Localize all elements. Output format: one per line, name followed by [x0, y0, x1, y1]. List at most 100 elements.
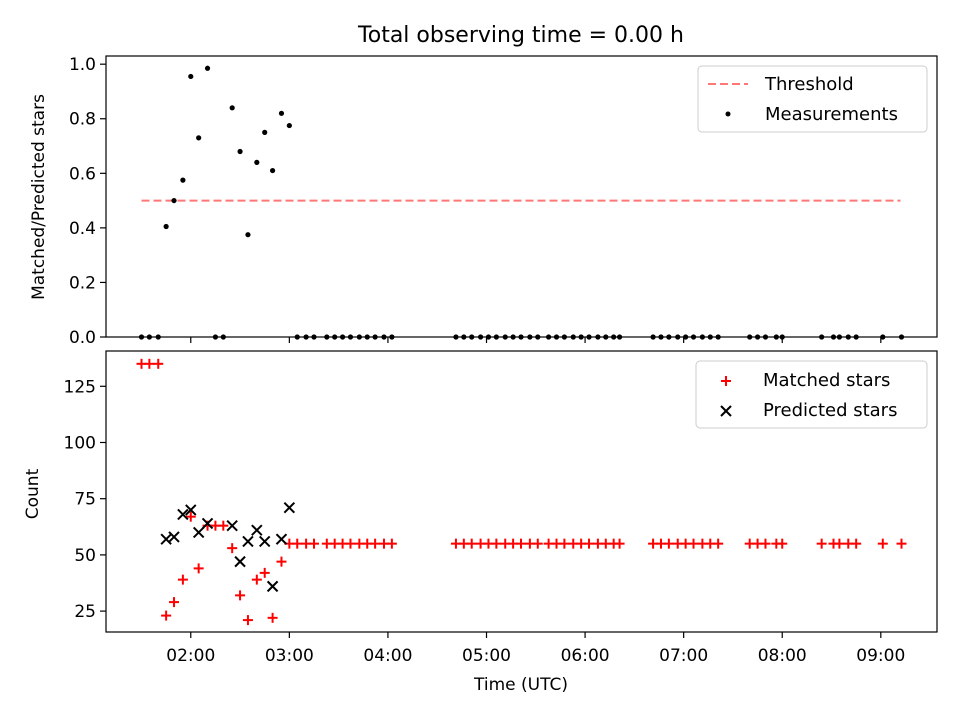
- x-tick-label: 02:00: [166, 646, 215, 666]
- x-tick-label: 09:00: [856, 646, 905, 666]
- matched-star-point: [516, 538, 527, 549]
- x-tick-label: 07:00: [659, 646, 708, 666]
- top-axes-frame: [105, 55, 938, 338]
- matched-star-point: [259, 567, 270, 578]
- matched-star-point: [308, 538, 319, 549]
- matched-star-point: [688, 538, 699, 549]
- bottom-y-tick-label: 50: [74, 546, 96, 566]
- matched-star-point: [345, 538, 356, 549]
- matched-star-point: [153, 358, 164, 369]
- measurement-point: [245, 232, 251, 238]
- bottom-plot-area: [136, 358, 907, 626]
- predicted-star-point: [177, 508, 189, 521]
- matched-star-point: [816, 538, 827, 549]
- predicted-star-point: [259, 535, 271, 548]
- predicted-star-point: [192, 526, 205, 539]
- matched-star-point: [185, 511, 196, 522]
- matched-star-point: [169, 597, 180, 608]
- measurement-point: [278, 110, 285, 116]
- bottom-y-ticks: 25 50 75 100 125: [64, 377, 106, 622]
- top-legend: Threshold Measurements: [697, 65, 928, 133]
- predicted-star-point: [275, 533, 288, 545]
- matched-star-point: [491, 538, 502, 549]
- bottom-y-axis-label: Count: [23, 468, 43, 519]
- matched-star-point: [177, 574, 188, 585]
- predicted-star-point: [242, 535, 254, 548]
- measurement-point: [204, 65, 211, 71]
- measurement-point: [163, 223, 169, 230]
- predicted-star-point: [234, 555, 246, 568]
- matched-star-point: [466, 538, 477, 549]
- measurement-point: [262, 129, 268, 135]
- figure-title: Total observing time = 0.00 h: [357, 23, 684, 48]
- matched-star-point: [193, 563, 204, 574]
- legend-measurements-label: Measurements: [765, 104, 898, 125]
- matched-star-point: [276, 556, 287, 567]
- matched-star-point: [614, 538, 625, 549]
- matched-star-point: [370, 538, 381, 549]
- measurement-point: [180, 177, 186, 183]
- bottom-y-tick-label: 25: [74, 602, 96, 622]
- measurement-point: [269, 167, 276, 174]
- top-panel: Matched/Predicted stars 0.0 0.2 0.4 0.6 0.8 1…: [29, 55, 938, 348]
- predicted-star-point: [266, 580, 279, 593]
- matched-star-point: [559, 538, 570, 549]
- matched-star-point: [851, 538, 862, 549]
- bottom-legend: Matched stars Predicted stars: [695, 360, 928, 429]
- matched-star-point: [292, 538, 303, 549]
- top-y-ticks: 0.0 0.2 0.4 0.6 0.8 1.0: [69, 55, 106, 348]
- matched-star-point: [896, 538, 907, 549]
- bottom-x-ticks: 02:00 03:00 04:00 05:00 06:00 07:00 08:00 09:00: [166, 632, 905, 666]
- matched-star-point: [144, 358, 155, 369]
- top-y-axis-label: Matched/Predicted stars: [29, 94, 49, 300]
- predicted-star-point: [201, 517, 214, 530]
- legend-predicted-label: Predicted stars: [763, 400, 897, 421]
- bottom-y-tick-label: 75: [74, 490, 96, 510]
- top-y-tick-label: 0.8: [69, 110, 96, 130]
- x-tick-label: 05:00: [462, 646, 511, 666]
- bottom-axes-frame: [105, 350, 938, 633]
- measurement-point: [188, 73, 194, 80]
- matched-star-point: [713, 538, 724, 549]
- matched-star-point: [584, 538, 595, 549]
- x-tick-label: 04:00: [363, 646, 412, 666]
- matched-star-point: [663, 538, 674, 549]
- top-y-tick-label: 0.2: [69, 273, 96, 293]
- x-tick-label: 03:00: [265, 646, 314, 666]
- measurement-point: [196, 135, 202, 141]
- predicted-star-point: [226, 519, 238, 532]
- predicted-star-point: [168, 531, 180, 543]
- x-axis-label: Time (UTC): [473, 675, 568, 695]
- matched-star-point: [834, 538, 845, 549]
- matched-star-point: [760, 538, 771, 549]
- matched-star-point: [251, 574, 262, 585]
- measurement-point: [237, 148, 243, 155]
- matched-star-point: [242, 615, 253, 626]
- bottom-y-tick-label: 125: [64, 377, 96, 397]
- top-y-tick-label: 0.6: [69, 164, 96, 184]
- matched-star-point: [877, 538, 888, 549]
- matched-star-point: [532, 538, 543, 549]
- top-y-tick-label: 0.0: [69, 328, 96, 348]
- top-legend-box: [697, 65, 928, 133]
- matched-star-point: [386, 538, 397, 549]
- legend-matched-marker: [721, 376, 731, 386]
- bottom-y-tick-label: 100: [64, 433, 96, 453]
- predicted-star-point: [251, 524, 263, 536]
- top-x-ticks: [190, 337, 882, 343]
- top-y-tick-label: 0.4: [69, 219, 96, 239]
- matched-star-point: [235, 590, 246, 601]
- predicted-star-point: [160, 533, 172, 545]
- bottom-panel: Count Time (UTC) 25 50 75 100 125 02:00 03:00…: [23, 350, 938, 695]
- bottom-legend-box: [695, 360, 928, 429]
- matched-star-point: [267, 612, 278, 623]
- measurement-point: [229, 105, 235, 111]
- matched-star-point: [218, 520, 229, 531]
- top-y-tick-label: 1.0: [69, 55, 96, 75]
- legend-matched-label: Matched stars: [763, 370, 890, 391]
- legend-predicted-marker: [720, 405, 732, 417]
- legend-threshold-label: Threshold: [764, 74, 854, 95]
- measurement-point: [171, 197, 177, 204]
- predicted-star-point: [185, 504, 197, 516]
